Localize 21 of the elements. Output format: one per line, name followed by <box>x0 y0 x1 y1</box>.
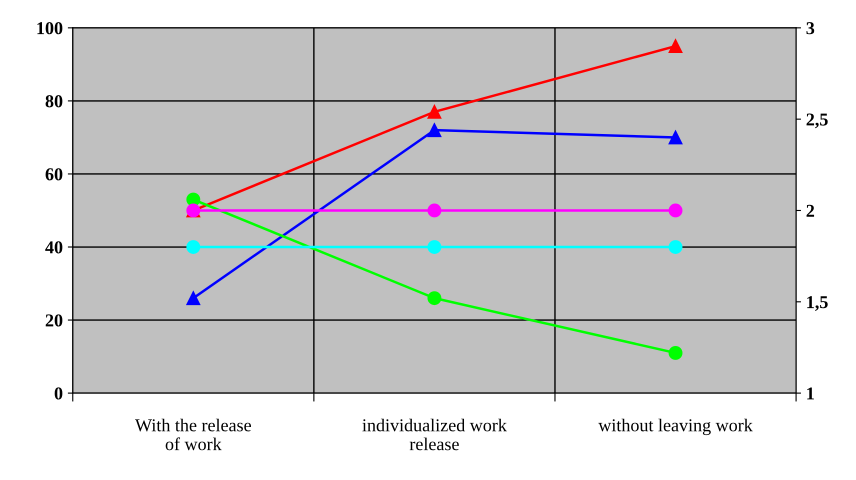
y2-tick-label: 2,5 <box>806 113 828 128</box>
point <box>427 291 442 306</box>
x-tick-label: individualized work release <box>362 418 507 450</box>
y2-tick-label: 3 <box>806 22 814 34</box>
point <box>668 346 682 360</box>
x-tick-label: With the release of work <box>135 418 251 450</box>
x-tick-label: without leaving work <box>598 418 753 436</box>
point <box>668 39 682 54</box>
y-tick-label: 40 <box>45 241 62 254</box>
y-tick-label: 100 <box>37 22 62 34</box>
point <box>427 104 442 119</box>
y-tick-label: 80 <box>46 95 62 108</box>
y2-tick-label: 1 <box>807 387 814 400</box>
point <box>668 130 682 144</box>
y-tick-label: 20 <box>46 314 62 327</box>
y-tick-label: 60 <box>46 168 62 180</box>
y-tick-label: 0 <box>54 387 62 400</box>
point <box>427 123 442 138</box>
point <box>186 291 200 306</box>
y2-tick-label: 1,5 <box>807 296 828 311</box>
y2-tick-label: 2 <box>806 204 814 217</box>
